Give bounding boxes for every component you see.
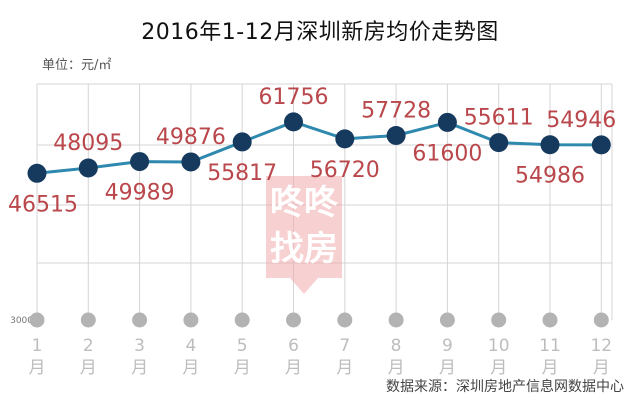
baseline-dot <box>593 312 609 328</box>
data-point <box>284 112 303 132</box>
data-label: 49876 <box>156 125 226 150</box>
x-tick-number: 10 <box>488 336 510 356</box>
data-label: 61756 <box>259 85 329 110</box>
baseline-dot <box>132 312 148 328</box>
data-label: 61600 <box>412 141 482 166</box>
data-label: 57728 <box>361 98 431 123</box>
baseline-dot <box>183 312 199 328</box>
watermark-text: 咚咚 <box>270 183 339 223</box>
baseline-dot <box>234 312 250 328</box>
x-tick-unit: 月 <box>182 358 199 378</box>
baseline-row: 3000 <box>10 312 609 328</box>
x-tick-unit: 月 <box>439 358 456 378</box>
unit-label: 单位：元/㎡ <box>42 58 112 73</box>
data-points <box>27 112 611 183</box>
data-label: 54946 <box>546 108 616 133</box>
data-point <box>27 163 47 183</box>
x-tick-number: 2 <box>83 336 94 356</box>
baseline-dot <box>491 312 507 328</box>
x-tick-unit: 月 <box>29 358 46 378</box>
x-tick-number: 5 <box>237 336 248 356</box>
x-tick-unit: 月 <box>490 358 507 378</box>
baseline-label: 3000 <box>10 316 33 326</box>
data-point <box>437 112 457 132</box>
baseline-dot <box>29 312 45 328</box>
x-tick-unit: 月 <box>131 358 148 378</box>
data-label: 46515 <box>8 192 78 217</box>
x-tick-number: 1 <box>32 336 43 356</box>
data-point <box>232 132 252 152</box>
data-label: 55611 <box>464 106 534 131</box>
x-tick-unit: 月 <box>336 358 353 378</box>
chart-title: 2016年1-12月深圳新房均价走势图 <box>141 20 499 45</box>
x-tick-number: 7 <box>339 336 350 356</box>
data-label: 48095 <box>53 131 123 156</box>
watermark-text: 找房 <box>270 229 338 269</box>
x-tick-number: 9 <box>442 336 453 356</box>
data-point <box>78 158 98 178</box>
baseline-dot <box>80 312 96 328</box>
data-label: 55817 <box>207 161 277 186</box>
data-label: 56720 <box>310 158 380 183</box>
data-point <box>181 152 201 172</box>
x-tick-number: 12 <box>590 336 612 356</box>
x-tick-unit: 月 <box>593 358 610 378</box>
x-tick-unit: 月 <box>234 358 251 378</box>
x-tick-number: 8 <box>391 336 402 356</box>
data-point <box>591 135 611 155</box>
data-point <box>386 125 406 145</box>
data-point <box>540 135 560 155</box>
watermark-badge <box>266 176 342 294</box>
data-label: 49989 <box>105 181 175 206</box>
data-point <box>335 129 355 149</box>
baseline-dot <box>337 312 353 328</box>
baseline-dot <box>439 312 455 328</box>
x-tick-number: 3 <box>134 336 145 356</box>
x-tick-unit: 月 <box>542 358 559 378</box>
x-tick-number: 6 <box>288 336 299 356</box>
data-point <box>130 152 150 172</box>
x-tick-number: 4 <box>185 336 196 356</box>
x-tick-unit: 月 <box>285 358 302 378</box>
data-labels: 46515 48095 49989 49876 55817 61756 56720 57728… <box>8 85 616 217</box>
data-label: 54986 <box>515 164 585 189</box>
data-point <box>489 133 509 153</box>
baseline-dot <box>388 312 404 328</box>
baseline-dot <box>542 312 558 328</box>
x-tick-unit: 月 <box>80 358 97 378</box>
x-tick-number: 11 <box>539 336 561 356</box>
baseline-dot <box>286 312 301 328</box>
x-tick-unit: 月 <box>388 358 405 378</box>
data-source: 数据来源：深圳房地产信息网数据中心 <box>386 379 624 395</box>
